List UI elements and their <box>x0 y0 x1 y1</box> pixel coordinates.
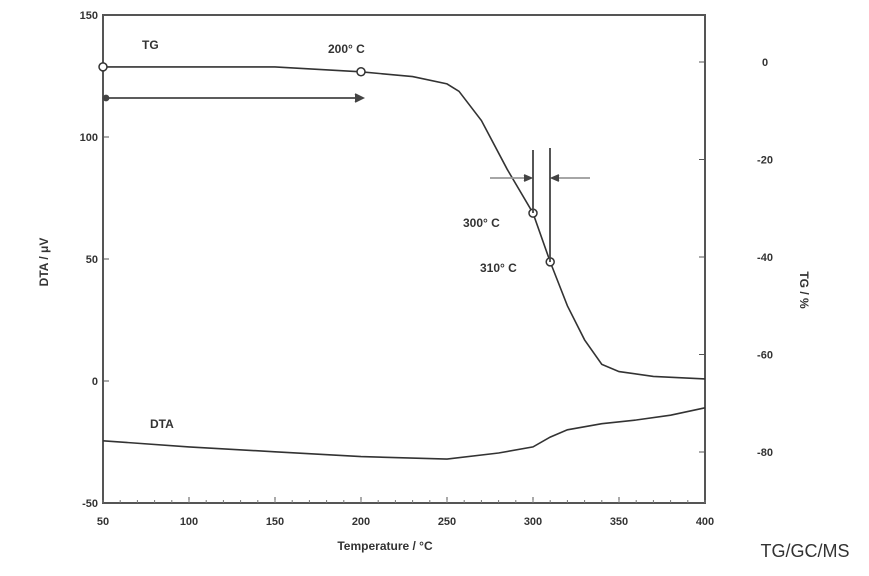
x-axis-label: Temperature / °C <box>337 539 433 553</box>
footer-label: TG/GC/MS <box>761 541 850 561</box>
y-right-tick-label: -80 <box>757 447 773 459</box>
x-tick-label: 400 <box>696 516 714 528</box>
x-tick-label: 100 <box>180 516 198 528</box>
tg-marker <box>98 62 108 72</box>
series-tg <box>103 66 706 380</box>
annotation-300c: 300° C <box>463 216 500 230</box>
y-right-tick-label: -20 <box>757 155 773 167</box>
x-tick-label: 150 <box>266 516 284 528</box>
y-left-tick-label: 150 <box>80 10 98 22</box>
tg-marker <box>356 67 366 77</box>
y-left-tick-label: 100 <box>80 132 98 144</box>
y-left-tick-label: 50 <box>86 254 98 266</box>
arrow-head <box>354 93 366 103</box>
annotation-200c: 200° C <box>328 42 365 56</box>
x-tick-label: 50 <box>97 516 109 528</box>
y-left-tick-label: 0 <box>92 376 98 388</box>
x-tick-label: 350 <box>610 516 628 528</box>
annotation-dta: DTA <box>150 417 174 431</box>
y-axis-label-left: DTA / μV <box>37 238 51 287</box>
x-tick-label: 200 <box>352 516 370 528</box>
x-tick-label: 300 <box>524 516 542 528</box>
series-dta <box>102 407 706 460</box>
y-right-tick-label: 0 <box>762 57 768 69</box>
arrow-head <box>549 174 560 182</box>
y-left-tick-label: -50 <box>82 498 98 510</box>
x-tick-label: 250 <box>438 516 456 528</box>
arrow-head <box>523 174 534 182</box>
annotation-tg: TG <box>142 38 159 52</box>
arrow-start-dot <box>102 94 110 102</box>
y-right-tick-label: -40 <box>757 252 773 264</box>
y-axis-label-right: TG / % <box>797 271 811 309</box>
plot-frame <box>102 14 706 504</box>
annotation-310c: 310° C <box>480 261 517 275</box>
y-right-tick-label: -60 <box>757 350 773 362</box>
